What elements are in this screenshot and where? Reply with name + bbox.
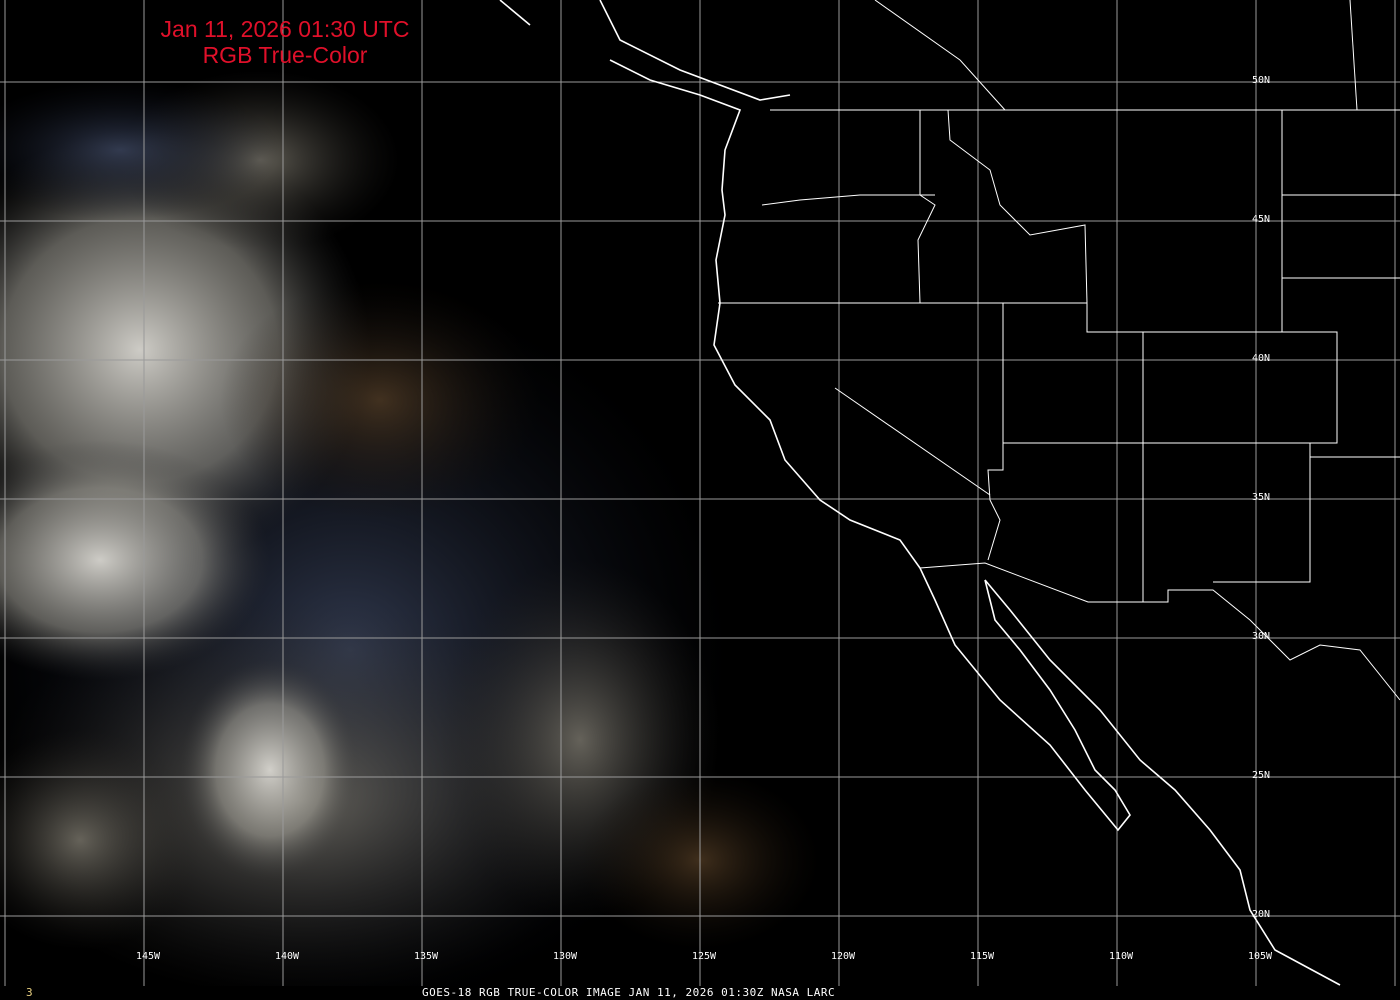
footer-caption: GOES-18 RGB TRUE-COLOR IMAGE JAN 11, 202… <box>422 986 836 999</box>
latitude-label: 35N <box>1251 492 1271 503</box>
longitude-label: 145W <box>135 951 161 962</box>
longitude-label: 125W <box>691 951 717 962</box>
latitude-label: 40N <box>1251 353 1271 364</box>
longitude-label: 120W <box>830 951 856 962</box>
longitude-label: 130W <box>552 951 578 962</box>
latitude-label: 20N <box>1251 909 1271 920</box>
longitude-label: 110W <box>1108 951 1134 962</box>
map-title-product: RGB True-Color <box>202 42 368 68</box>
latitude-label: 50N <box>1251 75 1271 86</box>
longitude-label: 115W <box>969 951 995 962</box>
cloud-imagery <box>0 70 820 1000</box>
coastline <box>499 0 1341 986</box>
longitude-label: 135W <box>413 951 439 962</box>
longitude-label: 105W <box>1247 951 1273 962</box>
political-borders <box>718 0 1400 701</box>
frame-number: 3 <box>26 986 33 999</box>
longitude-label: 140W <box>274 951 300 962</box>
footer-bar: 3 GOES-18 RGB TRUE-COLOR IMAGE JAN 11, 2… <box>0 986 1400 1000</box>
latitude-label: 45N <box>1251 214 1271 225</box>
latitude-label: 30N <box>1251 631 1271 642</box>
map-title-datetime: Jan 11, 2026 01:30 UTC <box>160 16 410 42</box>
latitude-label: 25N <box>1251 770 1271 781</box>
